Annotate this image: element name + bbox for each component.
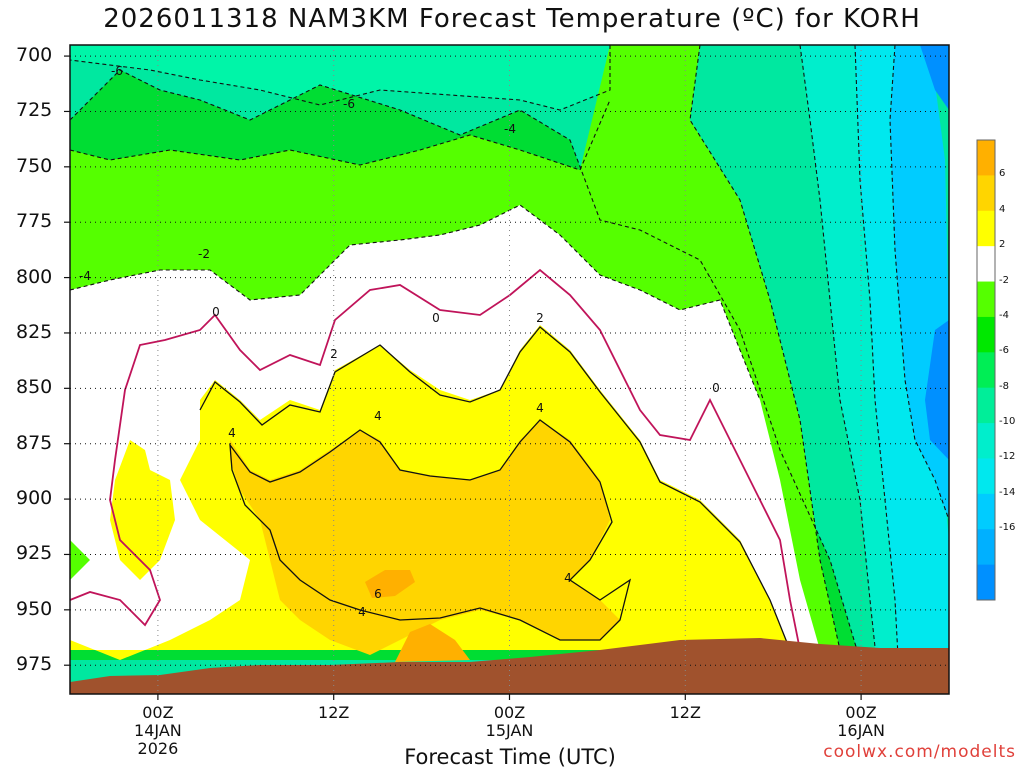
fill-green-upper	[70, 45, 610, 110]
x-tick-label: 12Z	[294, 704, 374, 722]
colorbar-segment	[977, 246, 995, 283]
contour-0	[70, 268, 801, 651]
fill-orange-light	[230, 420, 620, 655]
contour-label: -6	[343, 97, 355, 111]
y-tick-label: 725	[16, 99, 53, 122]
colorbar-segment	[977, 529, 995, 566]
y-tick-label: 775	[16, 210, 53, 233]
colorbar-label: -12	[999, 451, 1016, 463]
x-axis-title: Forecast Time (UTC)	[404, 745, 616, 769]
colorbar-label: -4	[999, 309, 1009, 321]
x-tick-label-line1: 00Z	[142, 703, 174, 722]
x-tick-label-line1: 00Z	[845, 703, 877, 722]
colorbar-label: 4	[999, 203, 1006, 215]
fill-orange-small	[365, 570, 415, 598]
colorbar-label: -8	[999, 380, 1009, 392]
colorbar-label: -14	[999, 486, 1016, 498]
y-tick-label: 975	[16, 653, 53, 676]
y-tick-label: 850	[16, 376, 53, 399]
x-tick-label-line2: 16JAN	[837, 721, 885, 740]
x-tick-label-line1: 00Z	[493, 703, 526, 722]
x-tick-label-line3: 2026	[137, 739, 179, 758]
y-tick-label: 875	[16, 431, 53, 454]
contour-dashed-7	[889, 45, 949, 521]
fill-blue-3	[925, 320, 949, 460]
y-tick-label: 700	[16, 44, 53, 67]
colorbar-label: 2	[999, 239, 1006, 251]
grid-lines	[70, 45, 949, 694]
fill-orange	[395, 624, 470, 662]
contour-label: 4	[374, 409, 382, 423]
x-tick-label: 00Z 14JAN 2026	[118, 704, 198, 758]
y-tick-label: 925	[16, 542, 53, 565]
y-tick-label: 950	[16, 597, 53, 620]
x-tick-label-line1: 12Z	[318, 703, 350, 722]
plot-area	[70, 45, 949, 694]
contour-dashed-3	[70, 69, 861, 661]
y-ticks	[64, 55, 70, 666]
colorbar-label: -16	[999, 522, 1016, 534]
colorbar-segment	[977, 352, 995, 389]
fill-blue-2	[920, 45, 949, 110]
y-tick-label: 750	[16, 154, 53, 177]
x-tick-label: 12Z	[645, 704, 725, 722]
y-tick-label: 900	[16, 487, 53, 510]
chart-title: 2026011318 NAM3KM Forecast Temperature (…	[103, 4, 921, 34]
contour-label: 0	[712, 381, 720, 395]
colorbar-label: -2	[999, 274, 1009, 286]
colorbar-label: 6	[999, 168, 1006, 180]
colorbar	[976, 139, 996, 601]
colorbar-segment	[977, 281, 995, 318]
x-tick-label-line2: 14JAN	[134, 721, 182, 740]
contour-dashed-4	[689, 45, 841, 651]
contour-2	[199, 326, 791, 651]
colorbar-frame	[976, 139, 996, 601]
contour-dashed-2	[70, 99, 611, 171]
x-tick-label: 00Z 16JAN	[821, 704, 901, 740]
colorbar-segment	[977, 564, 995, 601]
contour-label: -6	[111, 64, 123, 78]
y-tick-label: 825	[16, 320, 53, 343]
contour-label: 2	[330, 347, 338, 361]
contour-label: -4	[504, 122, 516, 136]
colorbar-segment	[977, 316, 995, 353]
watermark: coolwx.com/modelts	[823, 742, 1016, 762]
contour-label: 4	[564, 571, 572, 585]
contour-label: 2	[536, 311, 544, 325]
colorbar-segment	[977, 387, 995, 424]
contour-label: 6	[374, 587, 382, 601]
colorbar-segment	[977, 493, 995, 530]
x-tick-label-line1: 12Z	[669, 703, 701, 722]
colorbar-label: -6	[999, 345, 1009, 357]
contour-dashed-1	[70, 204, 761, 401]
colorbar-segment	[977, 140, 995, 176]
colorbar-segment	[977, 175, 995, 212]
colorbar-segment	[977, 458, 995, 495]
colorbar-segment	[977, 423, 995, 459]
x-tick-label-line2: 15JAN	[485, 721, 534, 740]
contour-label: -2	[198, 247, 210, 261]
contour-label: -4	[79, 269, 91, 283]
contour-4	[229, 419, 632, 641]
contour-dashed-6	[854, 45, 901, 694]
y-tick-label: 800	[16, 265, 53, 288]
contour-label: 0	[212, 305, 220, 319]
contour-label: 4	[228, 426, 236, 440]
colorbar-segment	[977, 210, 995, 247]
contour-label: 4	[536, 401, 544, 415]
contour-dashed-8	[70, 45, 611, 111]
x-ticks	[157, 694, 862, 700]
colorbar-label: -10	[999, 416, 1016, 428]
contour-label: 4	[358, 605, 366, 619]
x-tick-label: 00Z 15JAN	[470, 704, 550, 740]
contour-label: 0	[432, 311, 440, 325]
